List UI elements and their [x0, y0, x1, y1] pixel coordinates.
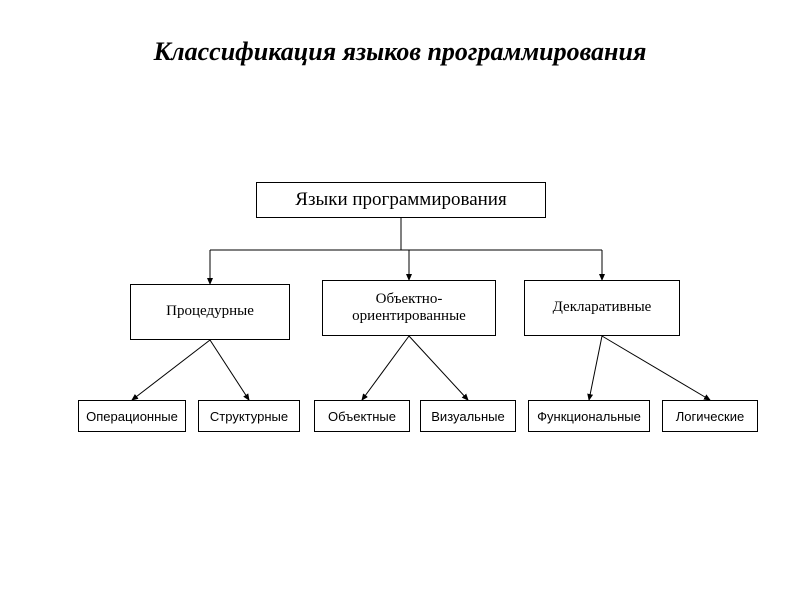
- node-label: Структурные: [210, 409, 288, 424]
- node-logical: Логические: [662, 400, 758, 432]
- node-operational: Операционные: [78, 400, 186, 432]
- node-procedural: Процедурные: [130, 284, 290, 340]
- node-label: Декларативные: [553, 299, 652, 316]
- node-oop: Объектно- ориентированные: [322, 280, 496, 336]
- node-visual: Визуальные: [420, 400, 516, 432]
- node-label: Логические: [676, 409, 744, 424]
- diagram-canvas: Классификация языков программирования Яз…: [0, 0, 800, 600]
- node-label: Операционные: [86, 409, 178, 424]
- node-label: Визуальные: [431, 409, 504, 424]
- node-label: Объектные: [328, 409, 396, 424]
- node-object: Объектные: [314, 400, 410, 432]
- node-functional: Функциональные: [528, 400, 650, 432]
- node-label: Процедурные: [166, 303, 254, 320]
- node-label: Функциональные: [537, 409, 641, 424]
- node-structural: Структурные: [198, 400, 300, 432]
- node-root: Языки программирования: [256, 182, 546, 218]
- page-title: Классификация языков программирования: [0, 36, 800, 69]
- node-label: Языки программирования: [295, 189, 506, 211]
- node-label: Объектно- ориентированные: [352, 291, 466, 326]
- node-declarative: Декларативные: [524, 280, 680, 336]
